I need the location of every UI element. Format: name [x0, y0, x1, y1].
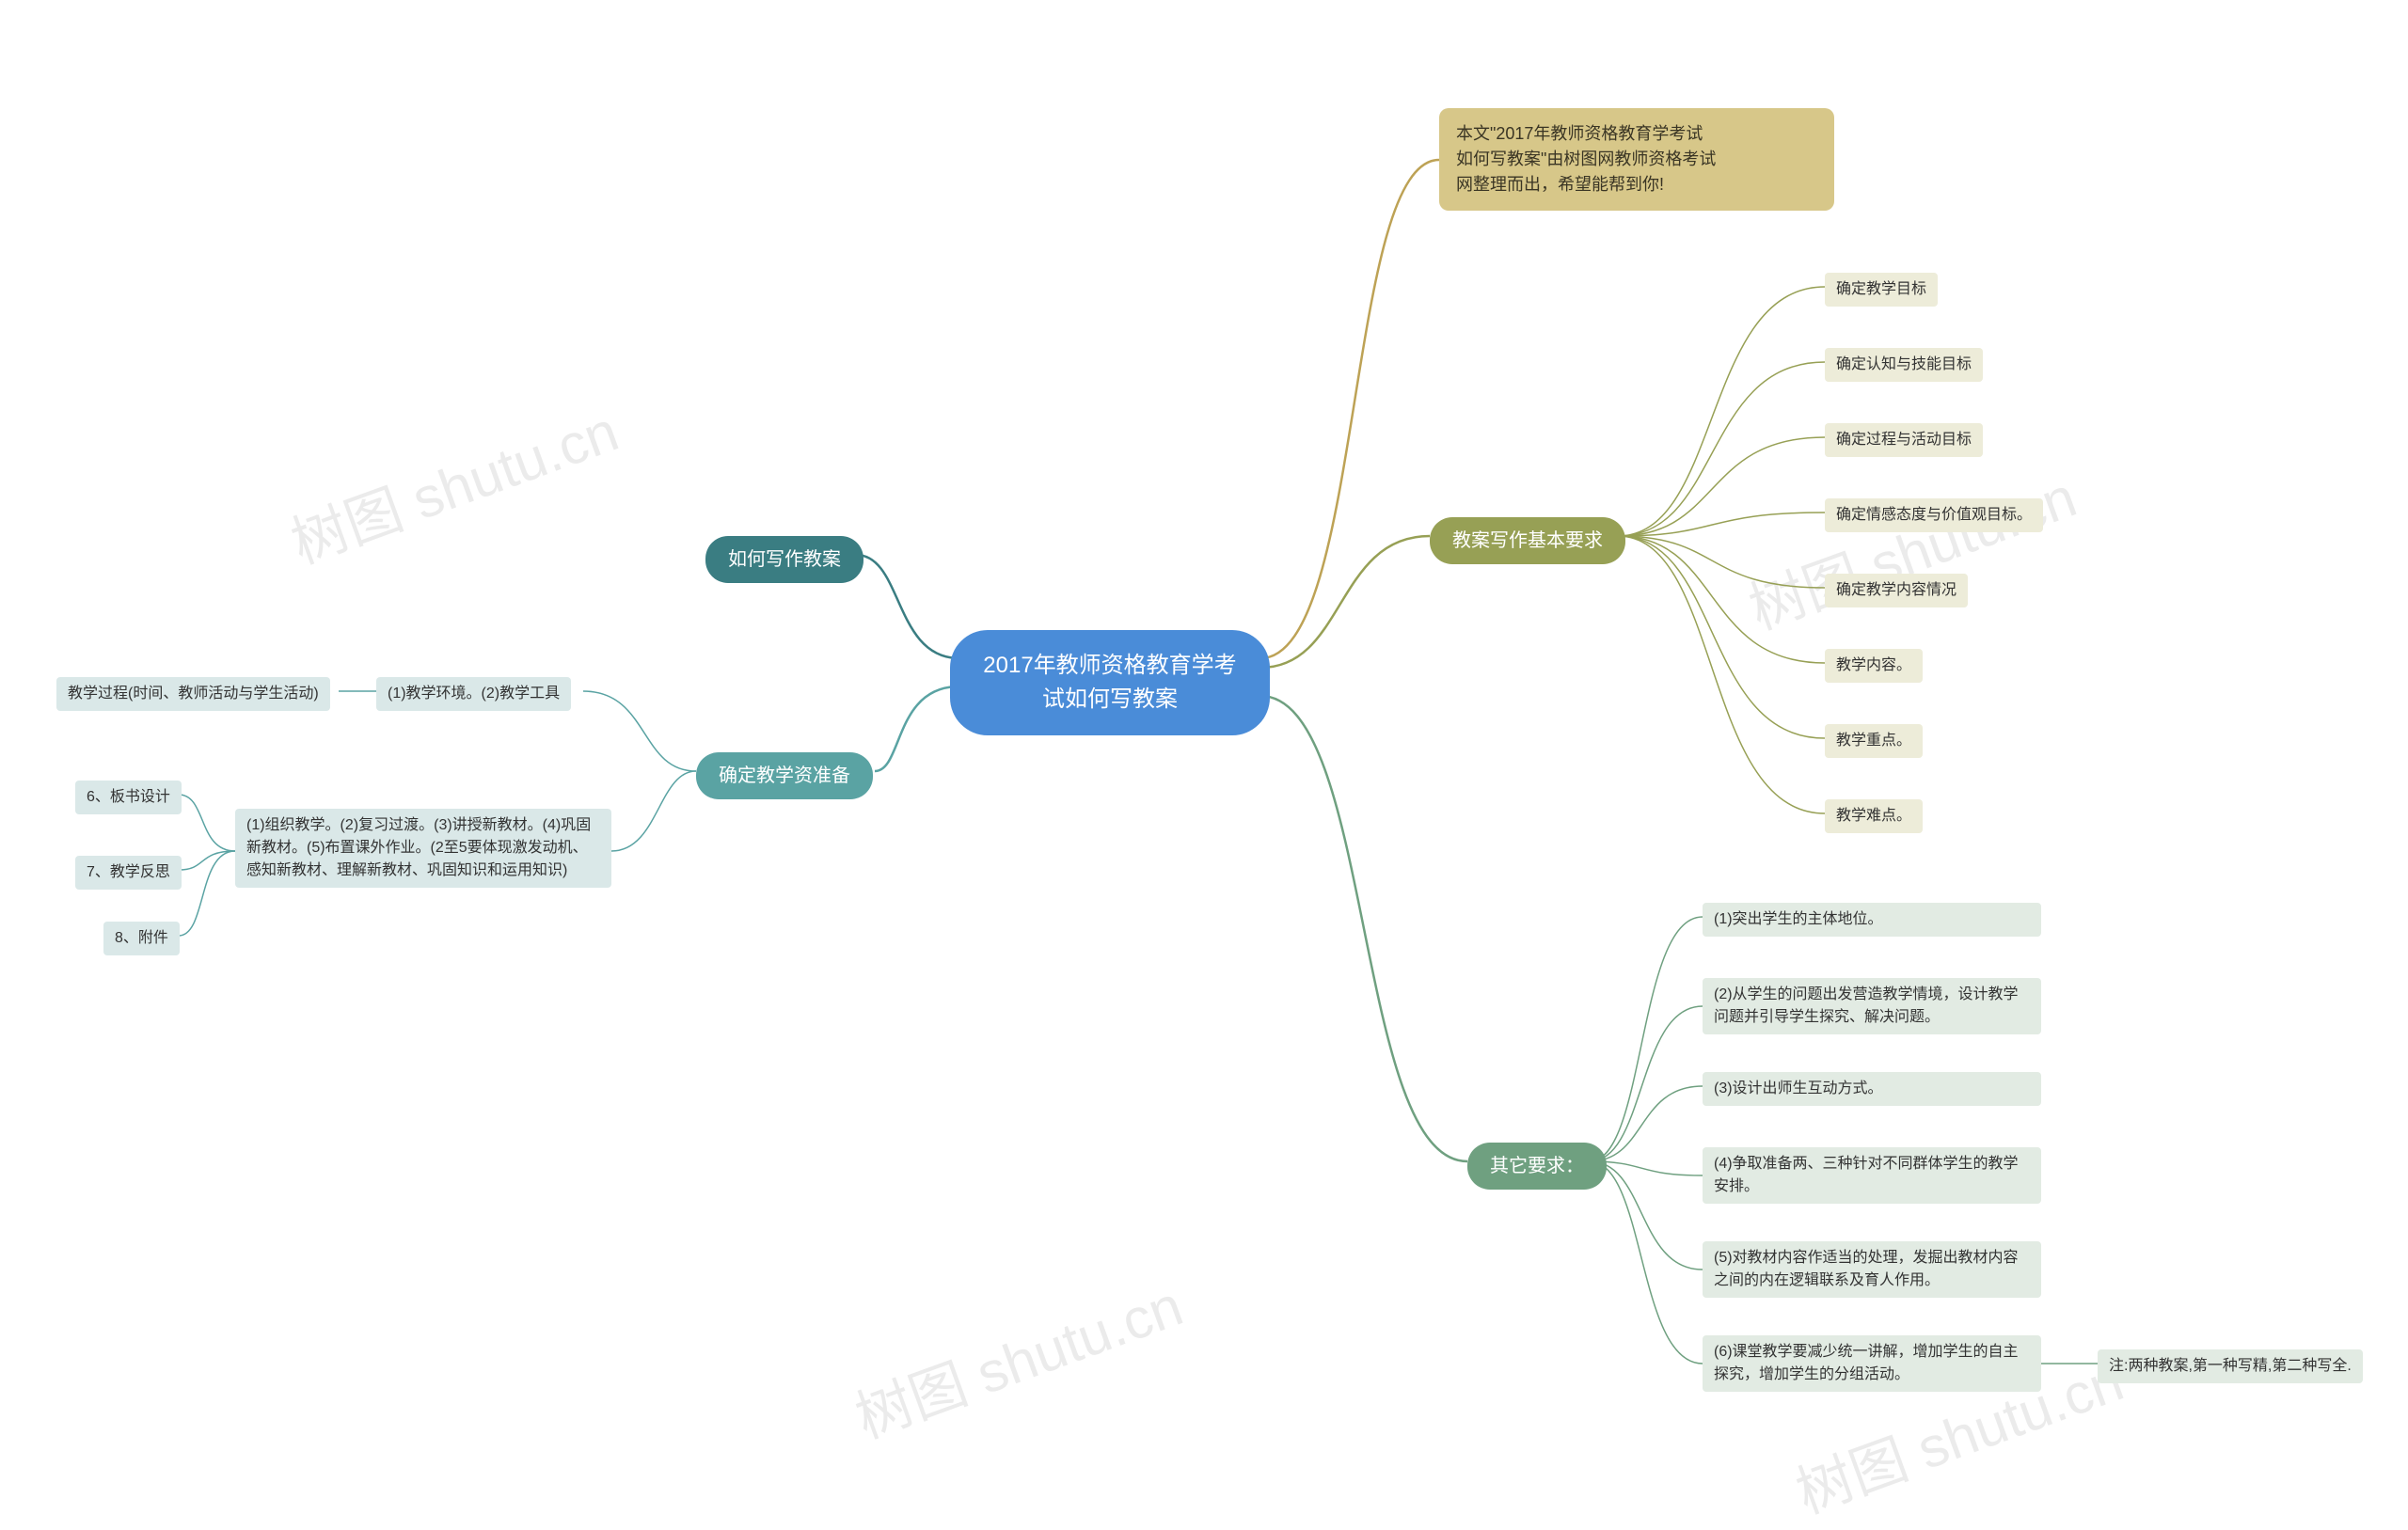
intro-l3: 网整理而出，希望能帮到你!	[1456, 175, 1664, 194]
prepare-sub1-child: 教学过程(时间、教师活动与学生活动)	[56, 677, 330, 711]
prepare-sub2-child-1: 7、教学反思	[75, 856, 182, 890]
other-item-3: (4)争取准备两、三种针对不同群体学生的教学安排。	[1703, 1147, 2041, 1204]
other-item-4: (5)对教材内容作适当的处理，发掘出教材内容之间的内在逻辑联系及育人作用。	[1703, 1241, 2041, 1298]
watermark: 树图 shutu.cn	[1736, 451, 2085, 645]
other-item-2: (3)设计出师生互动方式。	[1703, 1072, 2041, 1106]
branch-basic: 教案写作基本要求	[1430, 517, 1625, 564]
central-line2: 试如何写教案	[1042, 686, 1178, 712]
other-item-5: (6)课堂教学要减少统一讲解，增加学生的自主探究，增加学生的分组活动。	[1703, 1335, 2041, 1392]
intro-l1: 本文"2017年教师资格教育学考试	[1456, 124, 1703, 143]
basic-item-2: 确定过程与活动目标	[1825, 423, 1983, 457]
basic-item-1: 确定认知与技能目标	[1825, 348, 1983, 382]
prepare-sub2: (1)组织教学。(2)复习过渡。(3)讲授新教材。(4)巩固新教材。(5)布置课…	[235, 809, 611, 888]
basic-item-7: 教学难点。	[1825, 799, 1923, 833]
branch-other: 其它要求：	[1467, 1143, 1607, 1190]
basic-item-4: 确定教学内容情况	[1825, 574, 1968, 607]
basic-item-5: 教学内容。	[1825, 649, 1923, 683]
central-node: 2017年教师资格教育学考 试如何写教案	[950, 630, 1270, 735]
other-item-0: (1)突出学生的主体地位。	[1703, 903, 2041, 937]
watermark: 树图 shutu.cn	[278, 386, 627, 579]
watermark: 树图 shutu.cn	[843, 1260, 1192, 1454]
prepare-sub1: (1)教学环境。(2)教学工具	[376, 677, 571, 711]
branch-intro: 本文"2017年教师资格教育学考试 如何写教案"由树图网教师资格考试 网整理而出…	[1439, 108, 1834, 211]
basic-item-0: 确定教学目标	[1825, 273, 1938, 307]
branch-prepare: 确定教学资准备	[696, 752, 873, 799]
other-item-1: (2)从学生的问题出发营造教学情境，设计教学问题并引导学生探究、解决问题。	[1703, 978, 2041, 1034]
intro-l2: 如何写教案"由树图网教师资格考试	[1456, 150, 1716, 168]
prepare-sub2-child-2: 8、附件	[103, 922, 180, 955]
central-line1: 2017年教师资格教育学考	[983, 653, 1236, 678]
prepare-sub2-child-0: 6、板书设计	[75, 781, 182, 814]
branch-howto: 如何写作教案	[705, 536, 863, 583]
basic-item-6: 教学重点。	[1825, 724, 1923, 758]
other-tail: 注:两种教案,第一种写精,第二种写全.	[2098, 1349, 2363, 1383]
basic-item-3: 确定情感态度与价值观目标。	[1825, 498, 2043, 532]
